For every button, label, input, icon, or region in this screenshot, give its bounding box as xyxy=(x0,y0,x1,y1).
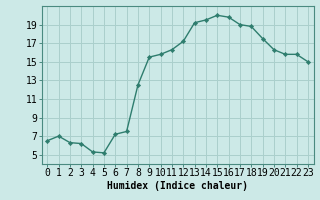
X-axis label: Humidex (Indice chaleur): Humidex (Indice chaleur) xyxy=(107,181,248,191)
